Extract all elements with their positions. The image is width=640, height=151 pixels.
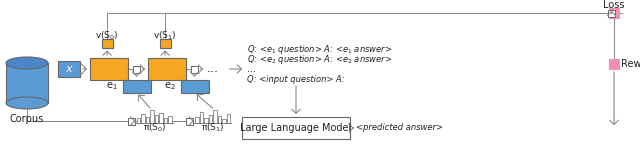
Text: Reward: Reward	[621, 59, 640, 69]
Text: e$_1$: e$_1$	[106, 80, 118, 92]
Bar	[191, 66, 198, 72]
Text: ...: ...	[207, 63, 219, 76]
Text: e$_2$: e$_2$	[164, 80, 175, 92]
Bar	[154, 115, 158, 123]
Text: v(S$_1$): v(S$_1$)	[154, 29, 177, 42]
Bar	[122, 79, 150, 93]
Bar	[159, 113, 163, 123]
Bar	[222, 119, 225, 123]
Bar	[195, 117, 198, 123]
Text: Q: <e$_2$ question> A: <e$_2$ answer>: Q: <e$_2$ question> A: <e$_2$ answer>	[247, 53, 392, 66]
Text: π(S$_0$): π(S$_0$)	[143, 122, 166, 134]
Bar	[209, 115, 212, 123]
Bar	[148, 58, 186, 80]
Bar	[242, 117, 350, 139]
Bar	[163, 118, 167, 123]
Text: Loss: Loss	[604, 0, 625, 10]
Text: v(S$_0$): v(S$_0$)	[95, 29, 119, 42]
Bar	[218, 116, 221, 123]
Bar	[150, 110, 154, 123]
Bar	[213, 110, 216, 123]
Bar	[145, 117, 149, 123]
Text: Q: <e$_1$ question> A: <e$_1$ answer>: Q: <e$_1$ question> A: <e$_1$ answer>	[247, 42, 392, 56]
Bar	[180, 79, 209, 93]
Text: x: x	[66, 64, 72, 74]
Bar	[200, 112, 203, 123]
Bar	[136, 118, 140, 123]
Bar	[128, 117, 135, 125]
Bar	[609, 59, 619, 69]
Bar	[159, 39, 171, 48]
Bar	[168, 116, 172, 123]
Bar	[186, 117, 193, 125]
Bar	[58, 61, 80, 77]
Bar	[609, 8, 619, 18]
Text: Q: <input question> A:: Q: <input question> A:	[247, 74, 345, 84]
Bar	[90, 58, 128, 80]
Bar	[133, 66, 140, 72]
Bar	[141, 114, 145, 123]
Bar	[102, 39, 113, 48]
Bar	[204, 118, 207, 123]
Text: ...: ...	[247, 64, 256, 74]
Text: π(S$_1$): π(S$_1$)	[201, 122, 225, 134]
Bar	[227, 114, 230, 123]
Text: <predicted answer>: <predicted answer>	[356, 124, 443, 132]
Text: Large Language Model: Large Language Model	[241, 123, 351, 133]
Ellipse shape	[6, 97, 48, 109]
Ellipse shape	[6, 57, 48, 69]
Bar	[608, 10, 615, 16]
Text: Corpus: Corpus	[10, 114, 44, 124]
Bar	[6, 63, 48, 103]
